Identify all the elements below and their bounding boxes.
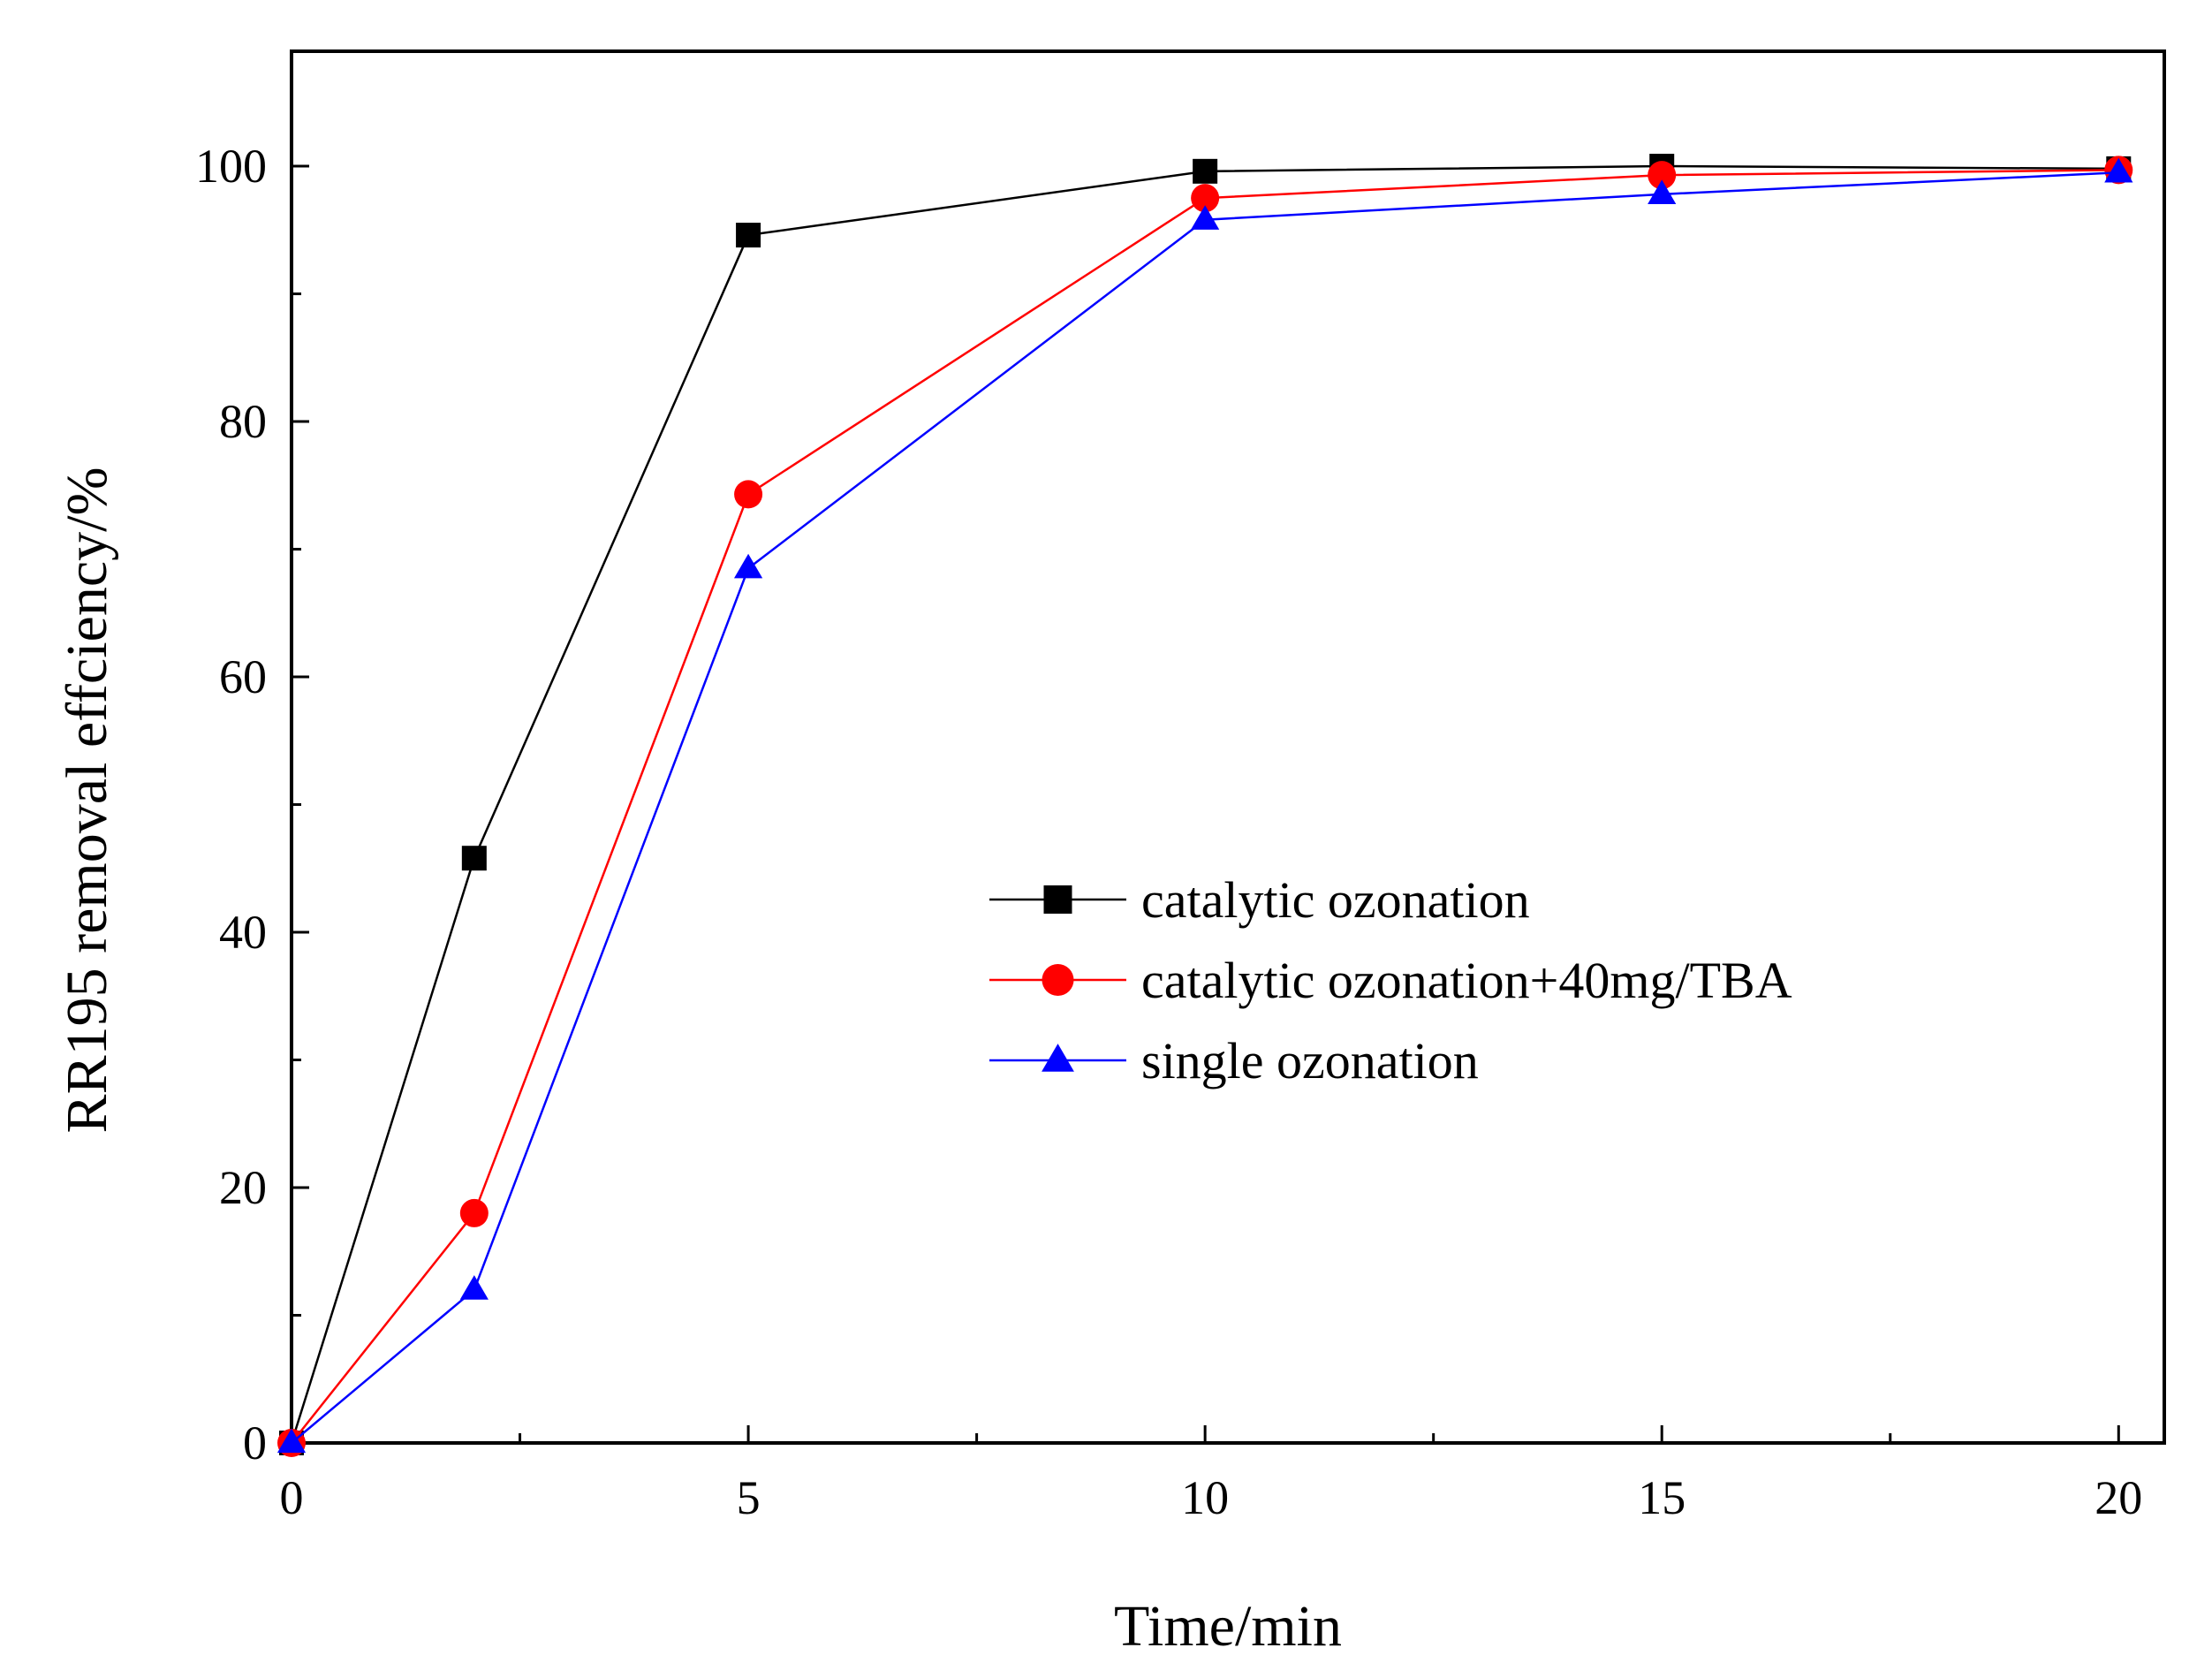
series-line	[291, 171, 2119, 1444]
series-line	[291, 169, 2119, 1444]
series-2	[277, 156, 2133, 1457]
data-point	[1191, 184, 1220, 213]
y-axis-label: RR195 removal effciency/%	[55, 467, 119, 1134]
plot-frame	[290, 49, 2166, 1445]
data-point	[276, 1428, 307, 1454]
axes: 0 5 10 15 20 0 20 40 60 80 100	[195, 49, 2166, 1524]
legend-item-1: catalytic ozonation	[989, 871, 1530, 929]
data-point	[1648, 179, 1677, 205]
y-tick-label: 40	[219, 906, 267, 959]
legend-item-2: catalytic ozonation+40mg/TBA	[989, 952, 1792, 1009]
y-tick-label: 100	[195, 140, 267, 193]
x-tick-label: 20	[2095, 1471, 2142, 1524]
legend-label: catalytic ozonation	[1141, 871, 1530, 929]
series-1	[279, 154, 2132, 1455]
legend-label: catalytic ozonation+40mg/TBA	[1141, 952, 1792, 1009]
legend-marker	[1043, 885, 1072, 914]
data-point	[1191, 205, 1220, 230]
y-tick-label: 0	[243, 1416, 267, 1469]
x-tick-label: 0	[280, 1471, 304, 1524]
data-point	[1193, 158, 1218, 184]
data-point	[459, 1198, 489, 1227]
y-tick-label: 80	[219, 395, 267, 448]
y-tick-label: 60	[219, 650, 267, 703]
series-line	[290, 164, 2119, 1444]
x-tick-label: 15	[1638, 1471, 1686, 1524]
series-3	[276, 157, 2133, 1454]
x-tick-label: 5	[737, 1471, 761, 1524]
data-point	[1648, 161, 1677, 190]
legend-marker	[1042, 1044, 1074, 1072]
x-axis-label: Time/min	[1114, 1594, 1342, 1659]
x-tick-label: 10	[1181, 1471, 1229, 1524]
data-point	[734, 480, 763, 509]
legend-marker	[1042, 964, 1074, 996]
data-point	[2104, 157, 2133, 183]
data-point	[461, 846, 487, 871]
data-point	[459, 1275, 489, 1300]
legend: catalytic ozonation catalytic ozonation+4…	[989, 871, 1792, 1090]
legend-item-3: single ozonation	[989, 1032, 1479, 1090]
data-point	[736, 223, 761, 248]
series-layer	[276, 154, 2133, 1457]
y-tick-label: 20	[219, 1161, 267, 1214]
data-point	[733, 553, 763, 579]
legend-label: single ozonation	[1141, 1032, 1479, 1090]
